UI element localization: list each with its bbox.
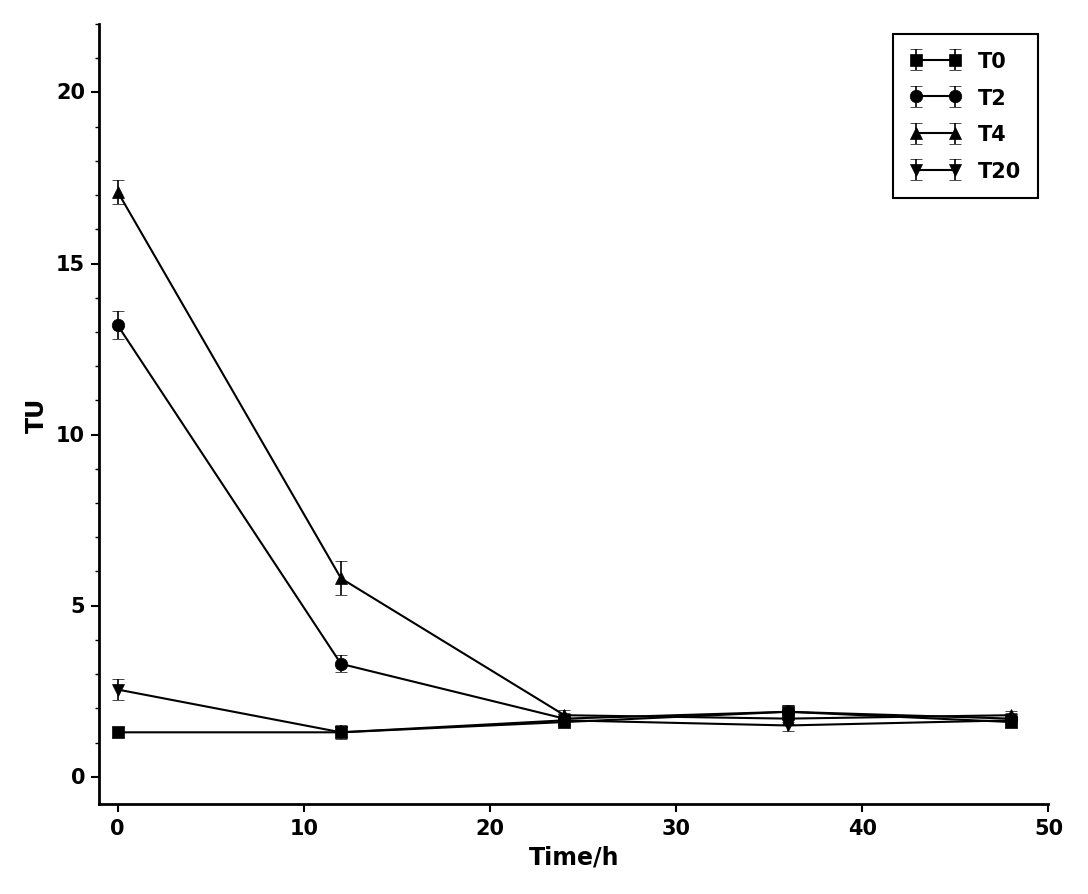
X-axis label: Time/h: Time/h: [529, 845, 619, 869]
Y-axis label: TU: TU: [25, 397, 49, 432]
Legend: T0, T2, T4, T20: T0, T2, T4, T20: [892, 36, 1038, 198]
